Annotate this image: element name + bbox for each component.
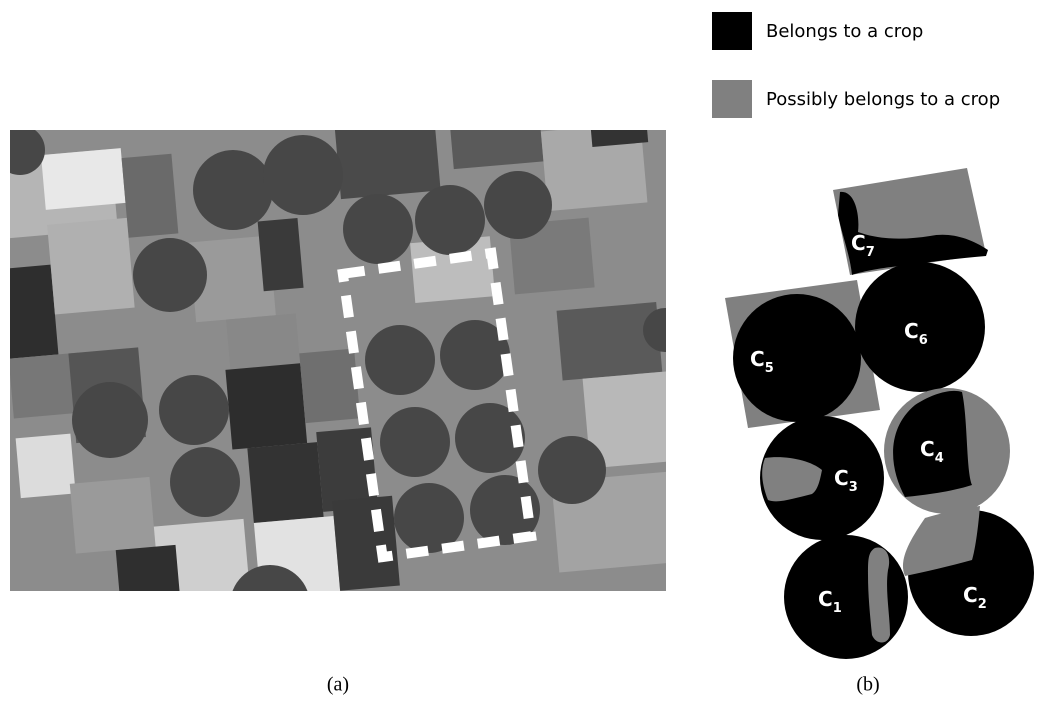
field <box>299 349 360 424</box>
crop-circle <box>484 171 552 239</box>
crop-circle <box>380 407 450 477</box>
field <box>1 265 59 359</box>
region-letter: C <box>963 583 978 607</box>
region-subscript: 7 <box>866 245 875 260</box>
field <box>335 121 441 199</box>
field <box>41 148 125 210</box>
crop-circle <box>170 447 240 517</box>
field <box>122 154 179 238</box>
region-subscript: 2 <box>978 597 987 612</box>
legend-label: Possibly belongs to a crop <box>766 89 1000 110</box>
region-subscript: 4 <box>935 451 944 466</box>
region-subscript: 6 <box>919 333 928 348</box>
crop-circle <box>263 135 343 215</box>
legend-swatch <box>712 12 752 50</box>
region-subscript: 3 <box>849 480 858 495</box>
crop-region <box>855 262 985 392</box>
crop-circle <box>415 185 485 255</box>
crop-circle <box>365 325 435 395</box>
field <box>116 545 181 611</box>
crop-region <box>784 535 908 659</box>
region-letter: C <box>750 347 765 371</box>
field <box>225 363 307 449</box>
field <box>332 496 400 591</box>
caption: (b) <box>856 674 879 696</box>
legend-swatch <box>712 80 752 118</box>
crop-circle <box>72 382 148 458</box>
field <box>70 477 156 554</box>
crop-circle <box>643 308 687 352</box>
diagram <box>725 168 1034 659</box>
captions: (a) (b) <box>327 674 880 696</box>
region-letter: C <box>920 437 935 461</box>
region-subscript: 1 <box>833 601 842 616</box>
legend: Belongs to a crop Possibly belongs to a c… <box>712 12 1000 118</box>
field <box>16 434 76 499</box>
crop-circle <box>133 238 207 312</box>
figure: Belongs to a crop Possibly belongs to a c… <box>0 0 1040 702</box>
crop-circle <box>343 194 413 264</box>
satellite-image <box>0 102 687 645</box>
field <box>449 112 543 170</box>
crop-circle <box>538 436 606 504</box>
region-letter: C <box>818 587 833 611</box>
crop-circle <box>159 375 229 445</box>
crop-circle <box>230 565 310 645</box>
legend-label: Belongs to a crop <box>766 21 923 42</box>
region-letter: C <box>851 231 866 255</box>
caption: (a) <box>327 674 349 696</box>
region-letter: C <box>834 466 849 490</box>
crop-circle <box>193 150 273 230</box>
field <box>258 218 304 291</box>
field <box>47 218 135 315</box>
region-letter: C <box>904 319 919 343</box>
field <box>247 442 323 523</box>
field <box>589 102 648 147</box>
region-subscript: 5 <box>765 361 774 376</box>
